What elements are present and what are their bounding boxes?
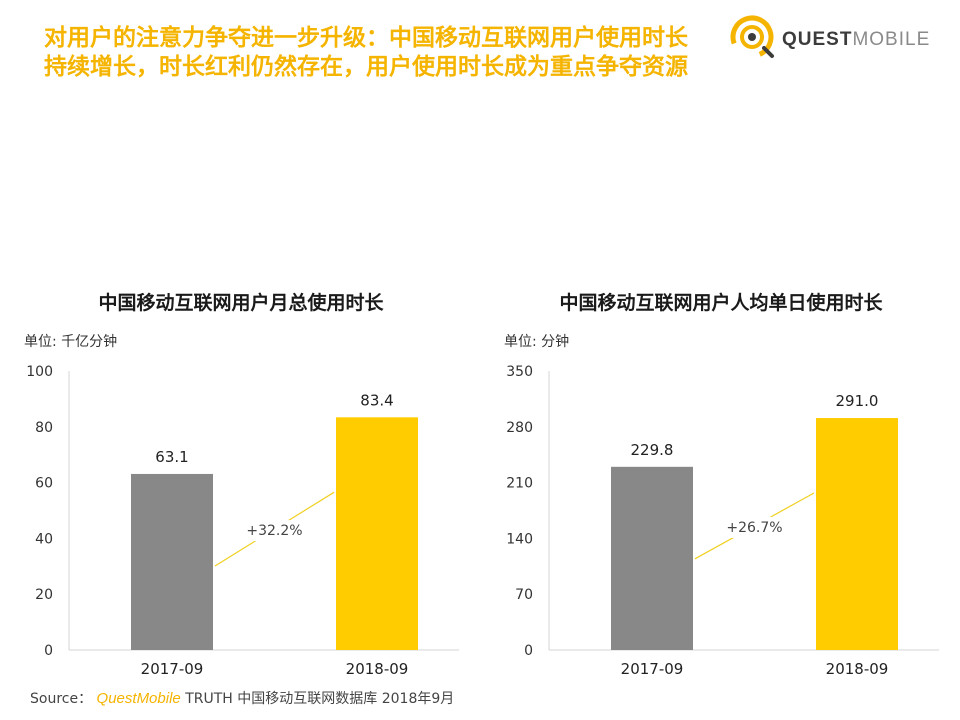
y-tick-label: 0: [44, 643, 53, 659]
bar-2018-09: [816, 418, 898, 650]
bar-2017-09: [611, 466, 693, 650]
y-tick-label: 210: [506, 476, 533, 492]
chart-2-title: 中国移动互联网用户人均单日使用时长: [559, 292, 883, 314]
growth-label-background: [720, 516, 789, 538]
chart-1-title: 中国移动互联网用户月总使用时长: [98, 292, 384, 314]
y-tick-label: 280: [506, 420, 533, 436]
y-tick-label: 100: [26, 364, 53, 380]
source-text: TRUTH 中国移动互联网数据库 2018年9月: [185, 691, 455, 707]
source-label: Source：: [30, 691, 93, 707]
bar-value-label: 83.4: [360, 391, 393, 409]
y-tick-label: 60: [35, 476, 53, 492]
y-tick-label: 70: [515, 587, 533, 603]
source-brand: QuestMobile: [96, 690, 181, 707]
bar-2018-09: [336, 417, 418, 650]
logo-mobile-text: MOBILE: [852, 29, 931, 50]
chart-1-unit: 单位: 千亿分钟: [24, 334, 118, 350]
y-tick-label: 40: [35, 531, 53, 547]
source-note: Source： QuestMobile TRUTH 中国移动互联网数据库 201…: [30, 688, 454, 708]
growth-label-background: [240, 520, 309, 542]
questmobile-logo: QUESTMOBILE: [728, 12, 930, 62]
x-tick-label: 2018-09: [346, 660, 409, 678]
y-tick-label: 140: [506, 531, 533, 547]
logo-quest-text: QUEST: [782, 29, 853, 50]
bar-2017-09: [131, 473, 213, 650]
y-tick-label: 20: [35, 587, 53, 603]
headline-line-2: 持续增长，时长红利仍然存在，用户使用时长成为重点争夺资源: [44, 54, 688, 80]
chart-1-monthly-total-usage: 0 20 40 60 80 100 63.1 2017-09 83.4 2018-09 +32.2%: [26, 364, 459, 678]
y-tick-label: 350: [506, 364, 533, 380]
headline-line-1: 对用户的注意力争夺进一步升级：中国移动互联网用户使用时长: [44, 25, 688, 51]
x-tick-label: 2018-09: [826, 660, 889, 678]
x-tick-label: 2017-09: [141, 660, 204, 678]
chart-2-unit: 单位: 分钟: [504, 334, 570, 350]
bar-value-label: 291.0: [836, 392, 879, 410]
y-tick-label: 0: [524, 643, 533, 659]
logo-wordmark: QUESTMOBILE: [782, 29, 930, 51]
bar-value-label: 63.1: [155, 448, 188, 466]
y-tick-label: 80: [35, 420, 53, 436]
chart-2-daily-avg-usage: 0 70 140 210 280 350 229.8 2017-09 291.0 2018-09 +…: [506, 364, 939, 678]
growth-rate-label: +32.2%: [246, 523, 302, 539]
bar-value-label: 229.8: [631, 441, 674, 459]
page-headline: 对用户的注意力争夺进一步升级：中国移动互联网用户使用时长 持续增长，时长红利仍然…: [44, 24, 734, 82]
questmobile-logo-icon: [730, 15, 774, 59]
x-tick-label: 2017-09: [621, 660, 684, 678]
growth-rate-label: +26.7%: [726, 520, 782, 536]
